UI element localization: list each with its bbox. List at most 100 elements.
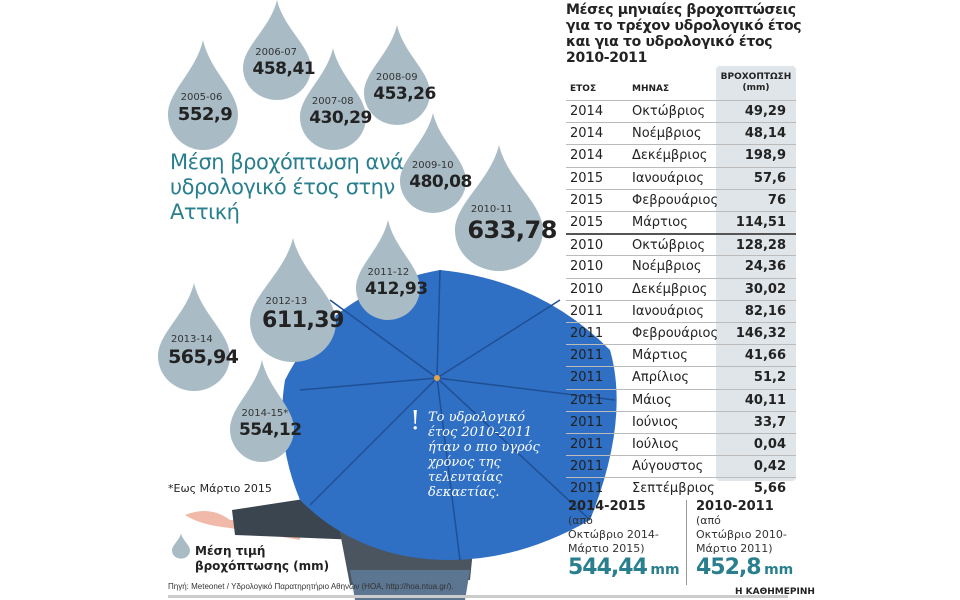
rain-drop: 2010-11 633,78 [455, 145, 557, 271]
cell-rainfall: 49,29 [744, 104, 786, 119]
table-row: 2011 Μάιος 40,11 [566, 388, 796, 412]
cell-month: Οκτώβριος [632, 238, 706, 254]
table-row: 2014 Δεκέμβριος 198,9 [566, 144, 796, 167]
rain-drop: 2012-13 611,39 [250, 238, 344, 362]
col-year-header: ΕΤΟΣ [570, 84, 597, 94]
rain-drop: 2005-06 552,9 [168, 40, 238, 150]
cell-month: Φεβρουάριος [632, 326, 719, 341]
bottom-rule [168, 595, 788, 598]
cell-year: 2011 [570, 392, 604, 408]
drop-icon [455, 145, 543, 271]
exclamation-mark: ! [410, 406, 421, 436]
cell-rainfall: 76 [767, 192, 786, 208]
cell-month: Ιούνιος [632, 414, 679, 430]
table-row: 2014 Οκτώβριος 49,29 [566, 100, 796, 123]
cell-month: Νοέμβριος [632, 259, 702, 275]
col-rain-header: ΒΡΟΧΟΠΤΩΣΗ (mm) [720, 72, 792, 93]
table-row: 2015 Φεβρουάριος 76 [566, 188, 796, 212]
drop-icon [172, 533, 190, 559]
table-row: 2011 Αύγουστος 0,42 [566, 455, 796, 478]
cell-month: Αύγουστος [632, 459, 704, 475]
table-row: 2015 Μάρτιος 114,51 [566, 211, 796, 234]
cell-rainfall: 24,36 [744, 259, 786, 275]
summary-period: 2010-2011 [696, 499, 774, 514]
rain-drop: 2006-07 458,41 [243, 0, 316, 100]
cell-rainfall: 198,9 [744, 148, 786, 164]
cell-month: Ιανουάριος [632, 303, 704, 319]
note-text: Το υδρολογικό έτος 2010-2011 ήταν ο πιο … [428, 410, 540, 500]
summary-period: 2014-2015 [568, 499, 646, 514]
table-row: 2010 Οκτώβριος 128,28 [566, 233, 796, 257]
cell-year: 2011 [570, 459, 604, 475]
cell-rainfall: 0,42 [753, 459, 786, 475]
table-row: 2011 Ιούνιος 33,7 [566, 410, 796, 434]
table-row: 2011 Φεβρουάριος 146,32 [566, 322, 796, 345]
rain-drop: 2007-08 430,29 [300, 48, 372, 150]
drop-icon [158, 283, 230, 391]
summary-text: Οκτώβριο 2010- [696, 528, 787, 541]
cell-year: 2011 [570, 326, 604, 341]
drop-year: 2014-15* [241, 407, 289, 419]
summary-text: Οκτώβριο 2014- [568, 528, 659, 541]
cell-rainfall: 51,2 [753, 370, 786, 386]
drop-value: 552,9 [177, 103, 233, 125]
summary-text: (από [568, 514, 593, 527]
cell-year: 2015 [570, 215, 604, 230]
summary-unit: mm [764, 562, 794, 578]
summary-value: 452,8 [696, 555, 762, 580]
drop-value: 412,93 [364, 279, 428, 299]
legend-label: Μέση τιμή βροχόπτωσης (mm) [195, 544, 330, 573]
cell-year: 2011 [570, 370, 604, 386]
cell-year: 2011 [570, 348, 604, 364]
cell-month: Φεβρουάριος [632, 192, 719, 208]
cell-rainfall: 82,16 [744, 303, 786, 319]
cell-rainfall: 48,14 [744, 126, 786, 142]
drop-year: 2011-12 [367, 267, 410, 278]
table-row: 2011 Απρίλιος 51,2 [566, 366, 796, 389]
table-title: Μέσες μηνιαίες βροχοπτώσεις για το τρέχο… [566, 2, 802, 66]
drop-year: 2008-09 [375, 72, 418, 83]
drop-year: 2006-07 [255, 47, 298, 58]
drop-value: 480,08 [409, 172, 472, 192]
cell-rainfall: 0,04 [753, 437, 786, 452]
table-row: 2011 Ιούλιος 0,04 [566, 433, 796, 456]
cell-month: Σεπτέμβριος [632, 481, 715, 497]
rain-drop: 2013-14 565,94 [158, 283, 239, 391]
table-row: 2011 Μάρτιος 41,66 [566, 344, 796, 367]
drop-year: 2012-13 [265, 296, 308, 308]
cell-year: 2014 [570, 148, 604, 164]
cell-rainfall: 30,02 [744, 281, 786, 297]
cell-month: Μάρτιος [632, 348, 688, 364]
cell-month: Οκτώβριος [632, 104, 706, 119]
drop-value: 633,78 [467, 216, 557, 245]
cell-year: 2011 [570, 414, 604, 430]
drop-year: 2007-08 [311, 95, 354, 107]
drop-icon [364, 25, 430, 125]
summary-value: 544,44 [568, 555, 648, 580]
cell-year: 2015 [570, 192, 604, 208]
drop-value: 458,41 [252, 59, 316, 79]
cell-year: 2011 [570, 437, 604, 452]
drop-year: 2009-10 [411, 160, 454, 171]
cell-month: Δεκέμβριος [632, 148, 708, 164]
cell-month: Ιανουάριος [632, 170, 704, 186]
drop-year: 2010-11 [470, 204, 513, 216]
rain-drop: 2008-09 453,26 [364, 25, 436, 125]
drop-year: 2005-06 [180, 91, 223, 103]
drop-value: 453,26 [373, 84, 436, 104]
drop-icon [356, 220, 420, 320]
table-row: 2011 Ιανουάριος 82,16 [566, 299, 796, 323]
drop-icon [300, 48, 366, 150]
table-row: 2010 Νοέμβριος 24,36 [566, 255, 796, 278]
summary-text: Μάρτιο 2011) [696, 542, 773, 555]
cell-year: 2011 [570, 481, 604, 497]
cell-rainfall: 41,66 [744, 348, 786, 364]
rain-drop: 2011-12 412,93 [356, 220, 428, 320]
source-text: Πηγή: Meteonet / Υδρολογικό Παρατηρητήρι… [168, 582, 454, 591]
table-row: 2011 Σεπτέμβριος 5,66 [566, 477, 796, 500]
brand-logo: Η ΚΑΘΗΜΕΡΙΝΗ [735, 587, 815, 597]
cell-year: 2015 [570, 170, 604, 186]
cell-year: 2010 [570, 259, 604, 275]
col-month-header: ΜΗΝΑΣ [632, 84, 670, 94]
